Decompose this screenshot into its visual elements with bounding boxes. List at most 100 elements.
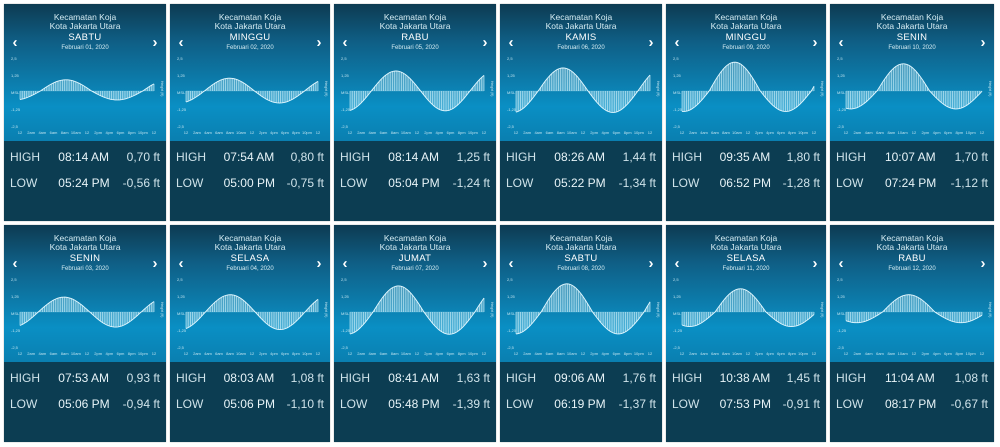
y-tick-label: MSL xyxy=(177,90,186,95)
prev-day-button[interactable]: ‹ xyxy=(340,256,350,271)
high-time: 09:06 AM xyxy=(554,371,605,385)
prev-day-button[interactable]: ‹ xyxy=(672,35,682,50)
next-day-button[interactable]: › xyxy=(646,256,656,271)
prev-day-button[interactable]: ‹ xyxy=(506,256,516,271)
x-tick-label: 2am xyxy=(27,130,35,135)
x-tick-label: 4pm xyxy=(601,351,609,356)
prev-day-button[interactable]: ‹ xyxy=(672,256,682,271)
x-tick-label: 6pm xyxy=(613,130,621,135)
prev-day-button[interactable]: ‹ xyxy=(176,255,186,272)
y-tick-label: -2,5 xyxy=(673,345,681,350)
x-tick-label: 4pm xyxy=(601,130,609,135)
next-day-button[interactable]: › xyxy=(480,256,490,271)
prev-day-button[interactable]: ‹ xyxy=(836,256,846,271)
city-label: Kota Jakarta Utara xyxy=(214,21,286,31)
low-label: LOW xyxy=(836,176,864,190)
high-tide-row: HIGH 07:54 AM 0,80 ft xyxy=(170,150,330,172)
low-tide-row: LOW 05:22 PM -1,34 ft xyxy=(500,176,662,198)
tide-chart: 2,5 1,25 MSL -1,25 -2,5 Height (ft) 12 2am 4am 6a… xyxy=(4,4,166,141)
x-tick-label: 10pm xyxy=(138,130,149,135)
prev-day-button[interactable]: ‹ xyxy=(506,34,516,51)
x-tick-label: 2am xyxy=(357,351,365,356)
chevron-right-icon: › xyxy=(482,34,488,51)
high-time: 09:35 AM xyxy=(719,150,771,164)
x-tick-label: 8pm xyxy=(788,351,796,356)
y-tick-label: -2,5 xyxy=(673,124,681,129)
next-day-button[interactable]: › xyxy=(978,35,988,50)
low-tide-row: LOW 05:06 PM -1,10 ft xyxy=(170,397,330,419)
district-label: Kecamatan Koja xyxy=(383,12,447,22)
prev-day-button[interactable]: ‹ xyxy=(10,35,20,50)
day-label: MINGGU xyxy=(229,32,271,43)
date-label: Februari 12, 2020 xyxy=(888,266,936,272)
district-label: Kecamatan Koja xyxy=(880,233,944,243)
day-label: MINGGU xyxy=(725,32,767,43)
low-height: -0,75 ft xyxy=(286,176,324,190)
x-tick-label: 8am xyxy=(391,130,399,135)
next-day-button[interactable]: › xyxy=(314,35,324,50)
prev-day-button[interactable]: ‹ xyxy=(836,35,846,50)
x-tick-label: 6am xyxy=(546,130,554,135)
next-day-button[interactable]: › xyxy=(978,255,988,272)
y-tick-label: 1,25 xyxy=(837,294,846,299)
city-label: Kota Jakarta Utara xyxy=(710,21,782,31)
tide-card: 2,5 1,25 MSL -1,25 -2,5 Height (ft) 12 2am 4am 6a… xyxy=(500,4,662,221)
next-day-button[interactable]: › xyxy=(150,256,160,271)
chevron-right-icon: › xyxy=(980,255,986,272)
x-tick-label: 4am xyxy=(865,130,873,135)
x-tick-label: 2am xyxy=(853,130,861,135)
y-tick-label: -1,25 xyxy=(341,328,351,333)
city-label: Kota Jakarta Utara xyxy=(49,242,121,252)
chevron-right-icon: › xyxy=(812,255,818,272)
tide-card: 2,5 1,25 MSL -1,25 -2,5 Height (ft) 12 2am 4am 6a… xyxy=(666,225,826,442)
next-day-button[interactable]: › xyxy=(480,34,490,51)
high-tide-row: HIGH 08:14 AM 1,25 ft xyxy=(334,150,496,172)
next-day-button[interactable]: › xyxy=(810,35,820,50)
x-tick-label: 12 xyxy=(316,351,321,356)
y-tick-label: -1,25 xyxy=(11,328,21,333)
x-tick-label: 10am xyxy=(732,130,743,135)
x-tick-label: 8am xyxy=(722,130,730,135)
x-tick-label: 10am xyxy=(71,351,82,356)
date-label: Februari 06, 2020 xyxy=(557,45,605,51)
prev-day-button[interactable]: ‹ xyxy=(10,256,20,271)
y-tick-label: MSL xyxy=(837,311,846,316)
chevron-left-icon: ‹ xyxy=(178,255,184,272)
x-tick-label: 2pm xyxy=(755,351,763,356)
prev-day-button[interactable]: ‹ xyxy=(176,34,186,51)
x-tick-label: 12 xyxy=(514,130,519,135)
next-day-button[interactable]: › xyxy=(150,35,160,50)
y-tick-label: MSL xyxy=(341,311,350,316)
high-label: HIGH xyxy=(672,371,702,385)
x-tick-label: 10am xyxy=(898,351,909,356)
x-tick-label: 10am xyxy=(401,351,412,356)
x-tick-label: 2pm xyxy=(424,130,432,135)
next-day-button[interactable]: › xyxy=(810,255,820,272)
low-label: LOW xyxy=(340,176,368,190)
x-tick-label: 12 xyxy=(316,130,321,135)
x-tick-label: 6am xyxy=(876,351,884,356)
y-tick-label: 1,25 xyxy=(507,294,516,299)
y-tick-label: -1,25 xyxy=(673,328,683,333)
chevron-left-icon: ‹ xyxy=(178,34,184,51)
high-label: HIGH xyxy=(340,150,370,164)
x-tick-label: 10pm xyxy=(634,130,645,135)
low-height: -1,10 ft xyxy=(286,397,324,411)
x-tick-label: 2am xyxy=(523,130,531,135)
chevron-right-icon: › xyxy=(316,255,322,272)
y-tick-label: -2,5 xyxy=(341,124,349,129)
date-label: Februari 04, 2020 xyxy=(226,266,274,272)
prev-day-button[interactable]: ‹ xyxy=(340,35,350,50)
tide-card: 2,5 1,25 MSL -1,25 -2,5 Height (ft) 12 2am 4am 6a… xyxy=(334,4,496,221)
low-label: LOW xyxy=(672,397,700,411)
day-label: RABU xyxy=(898,253,926,264)
axis-label: Height (ft) xyxy=(490,81,494,96)
high-height: 1,08 ft xyxy=(954,371,988,385)
y-tick-label: MSL xyxy=(507,311,516,316)
next-day-button[interactable]: › xyxy=(646,35,656,50)
chevron-left-icon: ‹ xyxy=(508,34,514,51)
y-tick-label: -2,5 xyxy=(11,124,19,129)
next-day-button[interactable]: › xyxy=(314,255,324,272)
axis-label: Height (ft) xyxy=(988,302,992,317)
axis-label: Height (ft) xyxy=(656,81,660,96)
